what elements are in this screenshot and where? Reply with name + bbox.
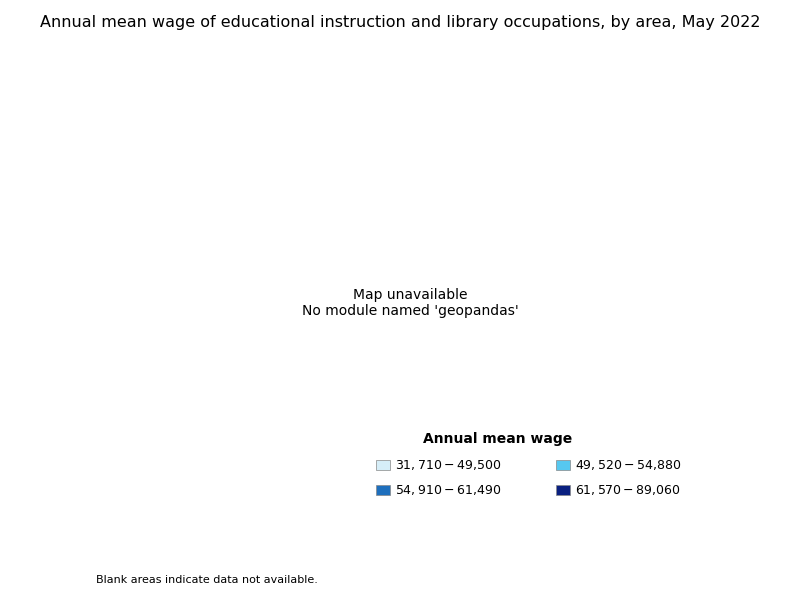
Text: $54,910 - $61,490: $54,910 - $61,490 (395, 483, 502, 497)
Text: Annual mean wage of educational instruction and library occupations, by area, Ma: Annual mean wage of educational instruct… (40, 15, 760, 30)
Text: $61,570 - $89,060: $61,570 - $89,060 (575, 483, 681, 497)
Text: $31,710 - $49,500: $31,710 - $49,500 (395, 458, 502, 472)
Text: Annual mean wage: Annual mean wage (423, 432, 573, 446)
Text: Blank areas indicate data not available.: Blank areas indicate data not available. (96, 575, 318, 585)
Text: Map unavailable
No module named 'geopandas': Map unavailable No module named 'geopand… (302, 288, 518, 318)
Text: $49,520 - $54,880: $49,520 - $54,880 (575, 458, 682, 472)
